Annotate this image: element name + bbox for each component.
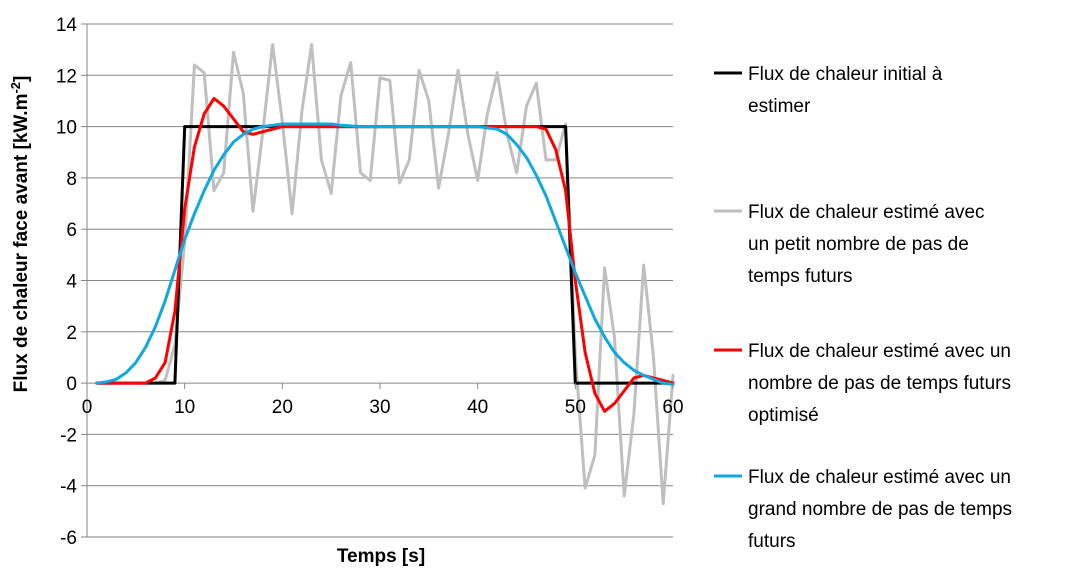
y-tick-label: -4 [60,477,77,498]
legend-label-line: Flux de chaleur estimé avec un [748,341,1011,362]
legend-label-line: futurs [748,531,796,552]
legend-label-line: nombre de pas de temps futurs [748,373,1011,394]
y-tick-label: 0 [66,374,77,395]
legend-label-line: optimisé [748,405,819,426]
legend-label-line: Flux de chaleur initial à [748,64,943,85]
optimized-steps-estimate-line [95,96,675,413]
y-tick-label: 4 [66,272,77,293]
legend-label-line: un petit nombre de pas de [748,234,969,255]
large-steps-estimate-line [95,122,675,386]
grid-layer [87,23,673,538]
y-axis-title: Flux de chaleur face avant [kW.m-2] [8,76,33,393]
y-axis-title-end: ] [11,76,32,82]
x-tick-label: 20 [272,397,293,418]
small-steps-estimate-line [95,43,675,506]
legend: Flux de chaleur initial à estimer Flux de … [714,64,1012,552]
y-axis-title-main: Flux de chaleur face avant [kW.m [11,94,32,393]
legend-label-line: grand nombre de pas de temps [748,499,1012,520]
x-tick-label: 50 [565,397,586,418]
legend-label-line: temps futurs [748,266,853,287]
y-tick-label: -6 [60,528,77,549]
x-axis-title: Temps [s] [337,546,425,567]
y-tick-label: 10 [56,118,77,139]
x-tick-label: 60 [662,397,683,418]
y-axis-title-superscript: -2 [8,82,23,94]
x-tick-label: 40 [467,397,488,418]
x-tick-label: 0 [82,397,93,418]
legend-label-line: Flux de chaleur estimé avec un [748,467,1011,488]
y-tick-label: 8 [66,169,77,190]
y-tick-label: 6 [66,220,77,241]
x-tick-label: 30 [369,397,390,418]
y-tick-label: -2 [60,425,77,446]
legend-label-line: estimer [748,96,811,117]
y-tick-label: 2 [66,323,77,344]
legend-label-line: Flux de chaleur estimé avec [748,202,985,223]
y-tick-label: 14 [56,15,78,36]
series-layer [95,43,675,506]
y-tick-label: 12 [56,66,77,87]
x-tick-label: 10 [174,397,195,418]
